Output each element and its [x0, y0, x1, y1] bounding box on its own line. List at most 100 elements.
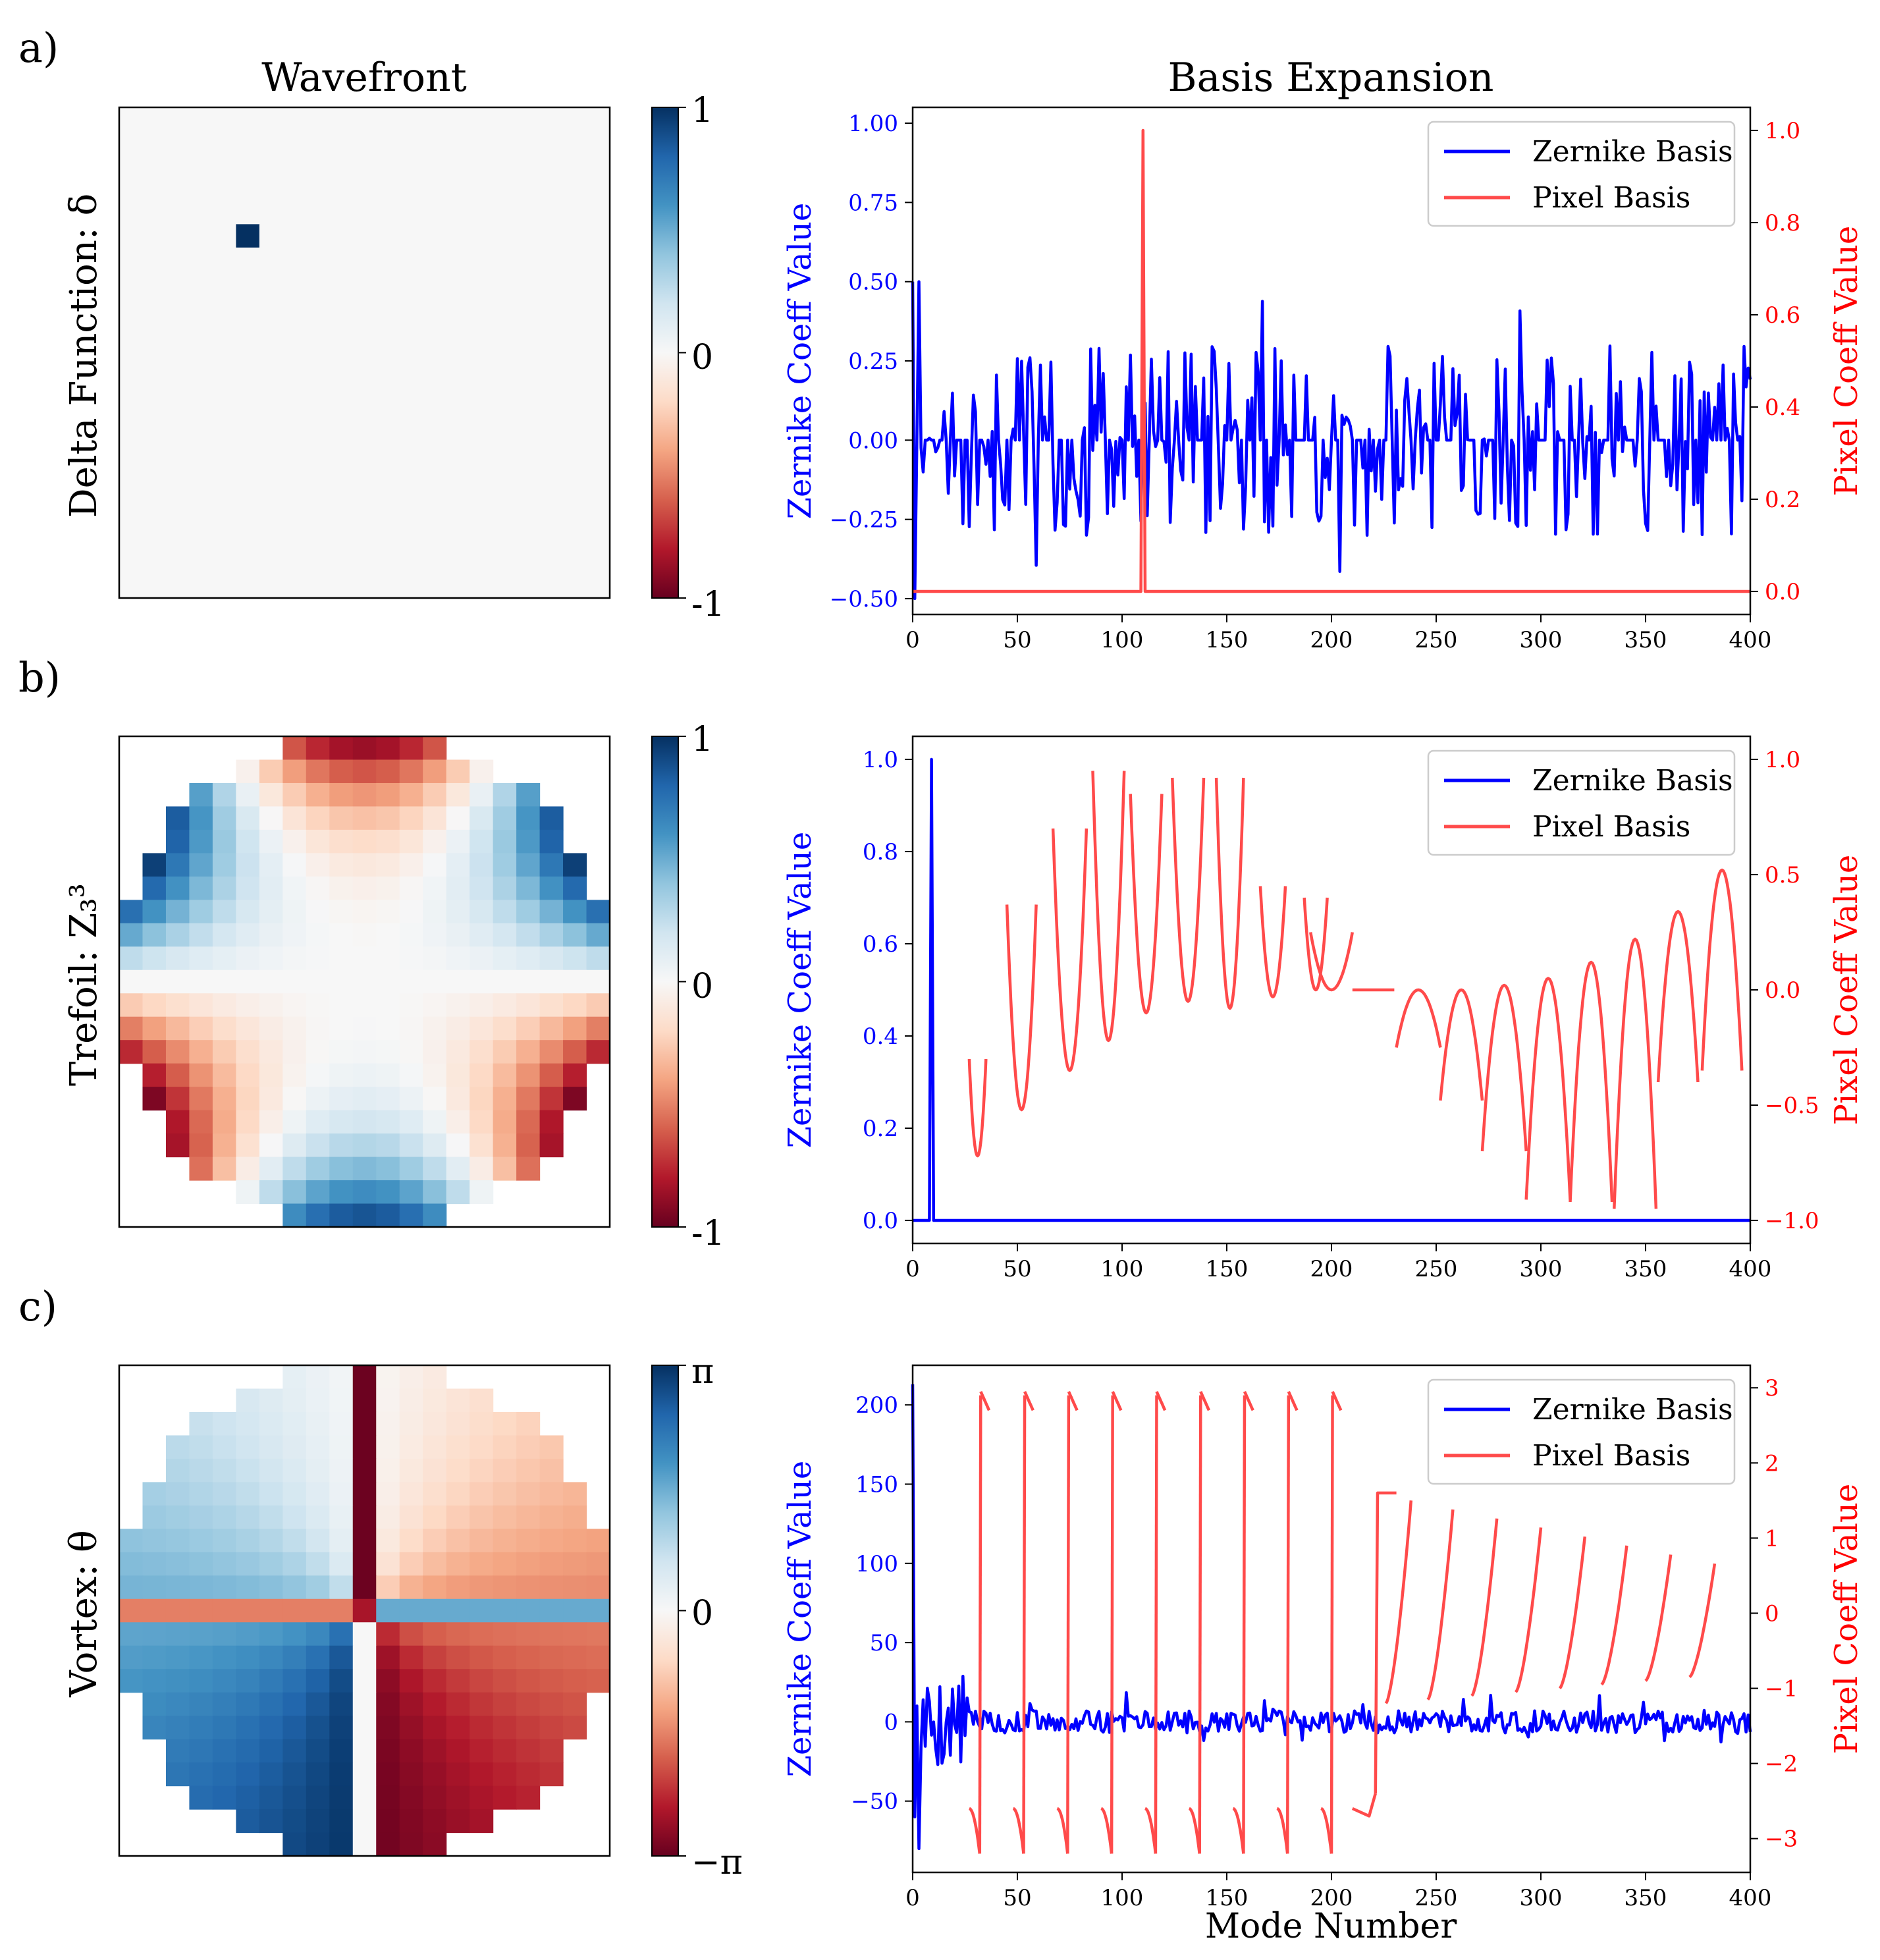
heatmap-cell: [563, 1575, 587, 1600]
heatmap-cell: [446, 1435, 470, 1459]
heatmap-cell: [329, 1133, 354, 1158]
heatmap-cell: [376, 1157, 400, 1181]
heatmap-cell: [282, 923, 307, 947]
heatmap-cell: [212, 1435, 236, 1459]
heatmap-cell: [259, 1529, 283, 1553]
heatmap-cell: [586, 1529, 610, 1553]
heatmap-cell: [493, 1529, 517, 1553]
x-tick-label: 300: [1520, 627, 1563, 653]
heatmap-cell: [282, 1622, 307, 1647]
heatmap-cell: [423, 340, 447, 365]
heatmap-cell: [376, 434, 400, 458]
heatmap-cell: [142, 294, 167, 318]
heatmap-cell: [282, 458, 307, 482]
heatmap-cell: [165, 434, 190, 458]
heatmap-cell: [376, 130, 400, 155]
heatmap-cell: [539, 1716, 564, 1740]
heatmap-cell: [376, 993, 400, 1018]
heatmap-cell: [470, 1809, 494, 1834]
heatmap-cell: [563, 993, 587, 1018]
x-tick-label: 350: [1625, 627, 1667, 653]
heatmap-cell: [189, 1529, 213, 1553]
heatmap-cell: [539, 1482, 564, 1506]
heatmap-cell: [306, 1110, 330, 1134]
series-line: [1144, 1807, 1158, 1854]
heatmap-cell: [259, 876, 283, 900]
heatmap-cell: [119, 1575, 144, 1600]
heatmap-cell: [212, 1458, 236, 1483]
series-line: [1110, 1395, 1114, 1854]
heatmap-cell: [352, 481, 377, 505]
heatmap-cell: [376, 574, 400, 599]
heatmap-cell: [142, 200, 167, 225]
heatmap-cell: [142, 411, 167, 435]
heatmap-cell: [306, 1832, 330, 1857]
heatmap-cell: [282, 1016, 307, 1041]
heatmap-cell: [539, 900, 564, 924]
heatmap-cell: [423, 1739, 447, 1763]
heatmap-cell: [352, 969, 377, 994]
heatmap-cell: [212, 1645, 236, 1670]
heatmap-cell: [282, 759, 307, 784]
heatmap-cell: [352, 1598, 377, 1623]
heatmap-cell: [376, 1622, 400, 1647]
series-line: [979, 1390, 991, 1411]
heatmap-cell: [212, 1716, 236, 1740]
heatmap-cell: [446, 1040, 470, 1064]
heatmap-cell: [165, 340, 190, 365]
heatmap-cell: [329, 736, 354, 761]
heatmap-cell: [212, 340, 236, 365]
heatmap-cell: [352, 1040, 377, 1064]
heatmap-cell: [539, 177, 564, 202]
heatmap-cell: [446, 1529, 470, 1553]
heatmap-cell: [282, 1157, 307, 1181]
heatmap-cell: [516, 1458, 541, 1483]
heatmap-cell: [119, 946, 144, 971]
series-line: [1384, 1500, 1413, 1704]
heatmap-cell: [119, 153, 144, 178]
left-tick-label: 0.25: [848, 348, 898, 375]
heatmap-cell: [563, 200, 587, 225]
heatmap-cell: [470, 1040, 494, 1064]
heatmap-cell: [470, 107, 494, 132]
x-tick-label: 50: [1003, 1885, 1031, 1911]
heatmap-cell: [282, 900, 307, 924]
heatmap-cell: [446, 1411, 470, 1436]
heatmap-cell: [306, 1040, 330, 1064]
heatmap-cell: [586, 200, 610, 225]
heatmap-cell: [423, 1110, 447, 1134]
heatmap-cell: [563, 1529, 587, 1553]
heatmap-cell: [212, 1598, 236, 1623]
heatmap-cell: [189, 130, 213, 155]
heatmap-cell: [563, 340, 587, 365]
heatmap-cell: [259, 829, 283, 854]
heatmap-cell: [399, 829, 423, 854]
heatmap-cell: [259, 1110, 283, 1134]
heatmap-cell: [493, 528, 517, 552]
heatmap-cell: [376, 458, 400, 482]
heatmap-cell: [329, 434, 354, 458]
legend-box: [1427, 121, 1736, 227]
heatmap-cell: [423, 829, 447, 854]
heatmap-cell: [516, 107, 541, 132]
series-line: [913, 128, 1750, 593]
heatmap-cell: [212, 1087, 236, 1111]
heatmap-cell: [470, 1133, 494, 1158]
heatmap-cell: [119, 1598, 144, 1623]
heatmap-cell: [236, 153, 260, 178]
heatmap-cell: [306, 247, 330, 271]
left-tick-label: 200: [855, 1392, 898, 1419]
heatmap-cell: [516, 1087, 541, 1111]
series-line: [1287, 1390, 1299, 1411]
heatmap-cell: [165, 177, 190, 202]
heatmap-cell: [165, 1063, 190, 1087]
heatmap-cell: [493, 1133, 517, 1158]
heatmap-cell: [446, 1716, 470, 1740]
heatmap-cell: [165, 1739, 190, 1763]
x-tick-label: 250: [1415, 1885, 1458, 1911]
heatmap-cell: [165, 1669, 190, 1693]
heatmap-cell: [516, 504, 541, 529]
series-line: [1232, 1807, 1245, 1854]
heatmap-cell: [399, 1692, 423, 1716]
heatmap-cell: [259, 1645, 283, 1670]
